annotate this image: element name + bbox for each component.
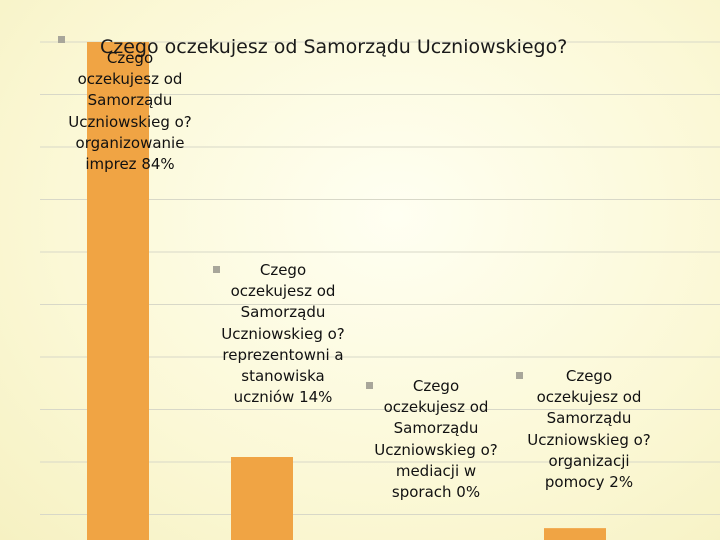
- bar-4: [544, 528, 606, 540]
- label-bullet-icon: [366, 382, 373, 389]
- gridlines: [40, 41, 720, 515]
- label-bullet-icon: [58, 36, 65, 43]
- data-label-2: Czego oczekujesz od Samorządu Uczniowski…: [221, 261, 345, 407]
- bars: [87, 42, 606, 540]
- bar-1: [87, 42, 149, 540]
- data-label-1: Czego oczekujesz od Samorządu Uczniowski…: [68, 49, 192, 174]
- data-label-4: Czego oczekujesz od Samorządu Uczniowski…: [527, 367, 651, 492]
- bar-2: [231, 457, 293, 540]
- label-bullet-icon: [516, 372, 523, 379]
- data-label-3: Czego oczekujesz od Samorządu Uczniowski…: [374, 377, 498, 502]
- chart-title: Czego oczekujesz od Samorządu Uczniowski…: [100, 36, 568, 58]
- label-bullet-icon: [213, 266, 220, 273]
